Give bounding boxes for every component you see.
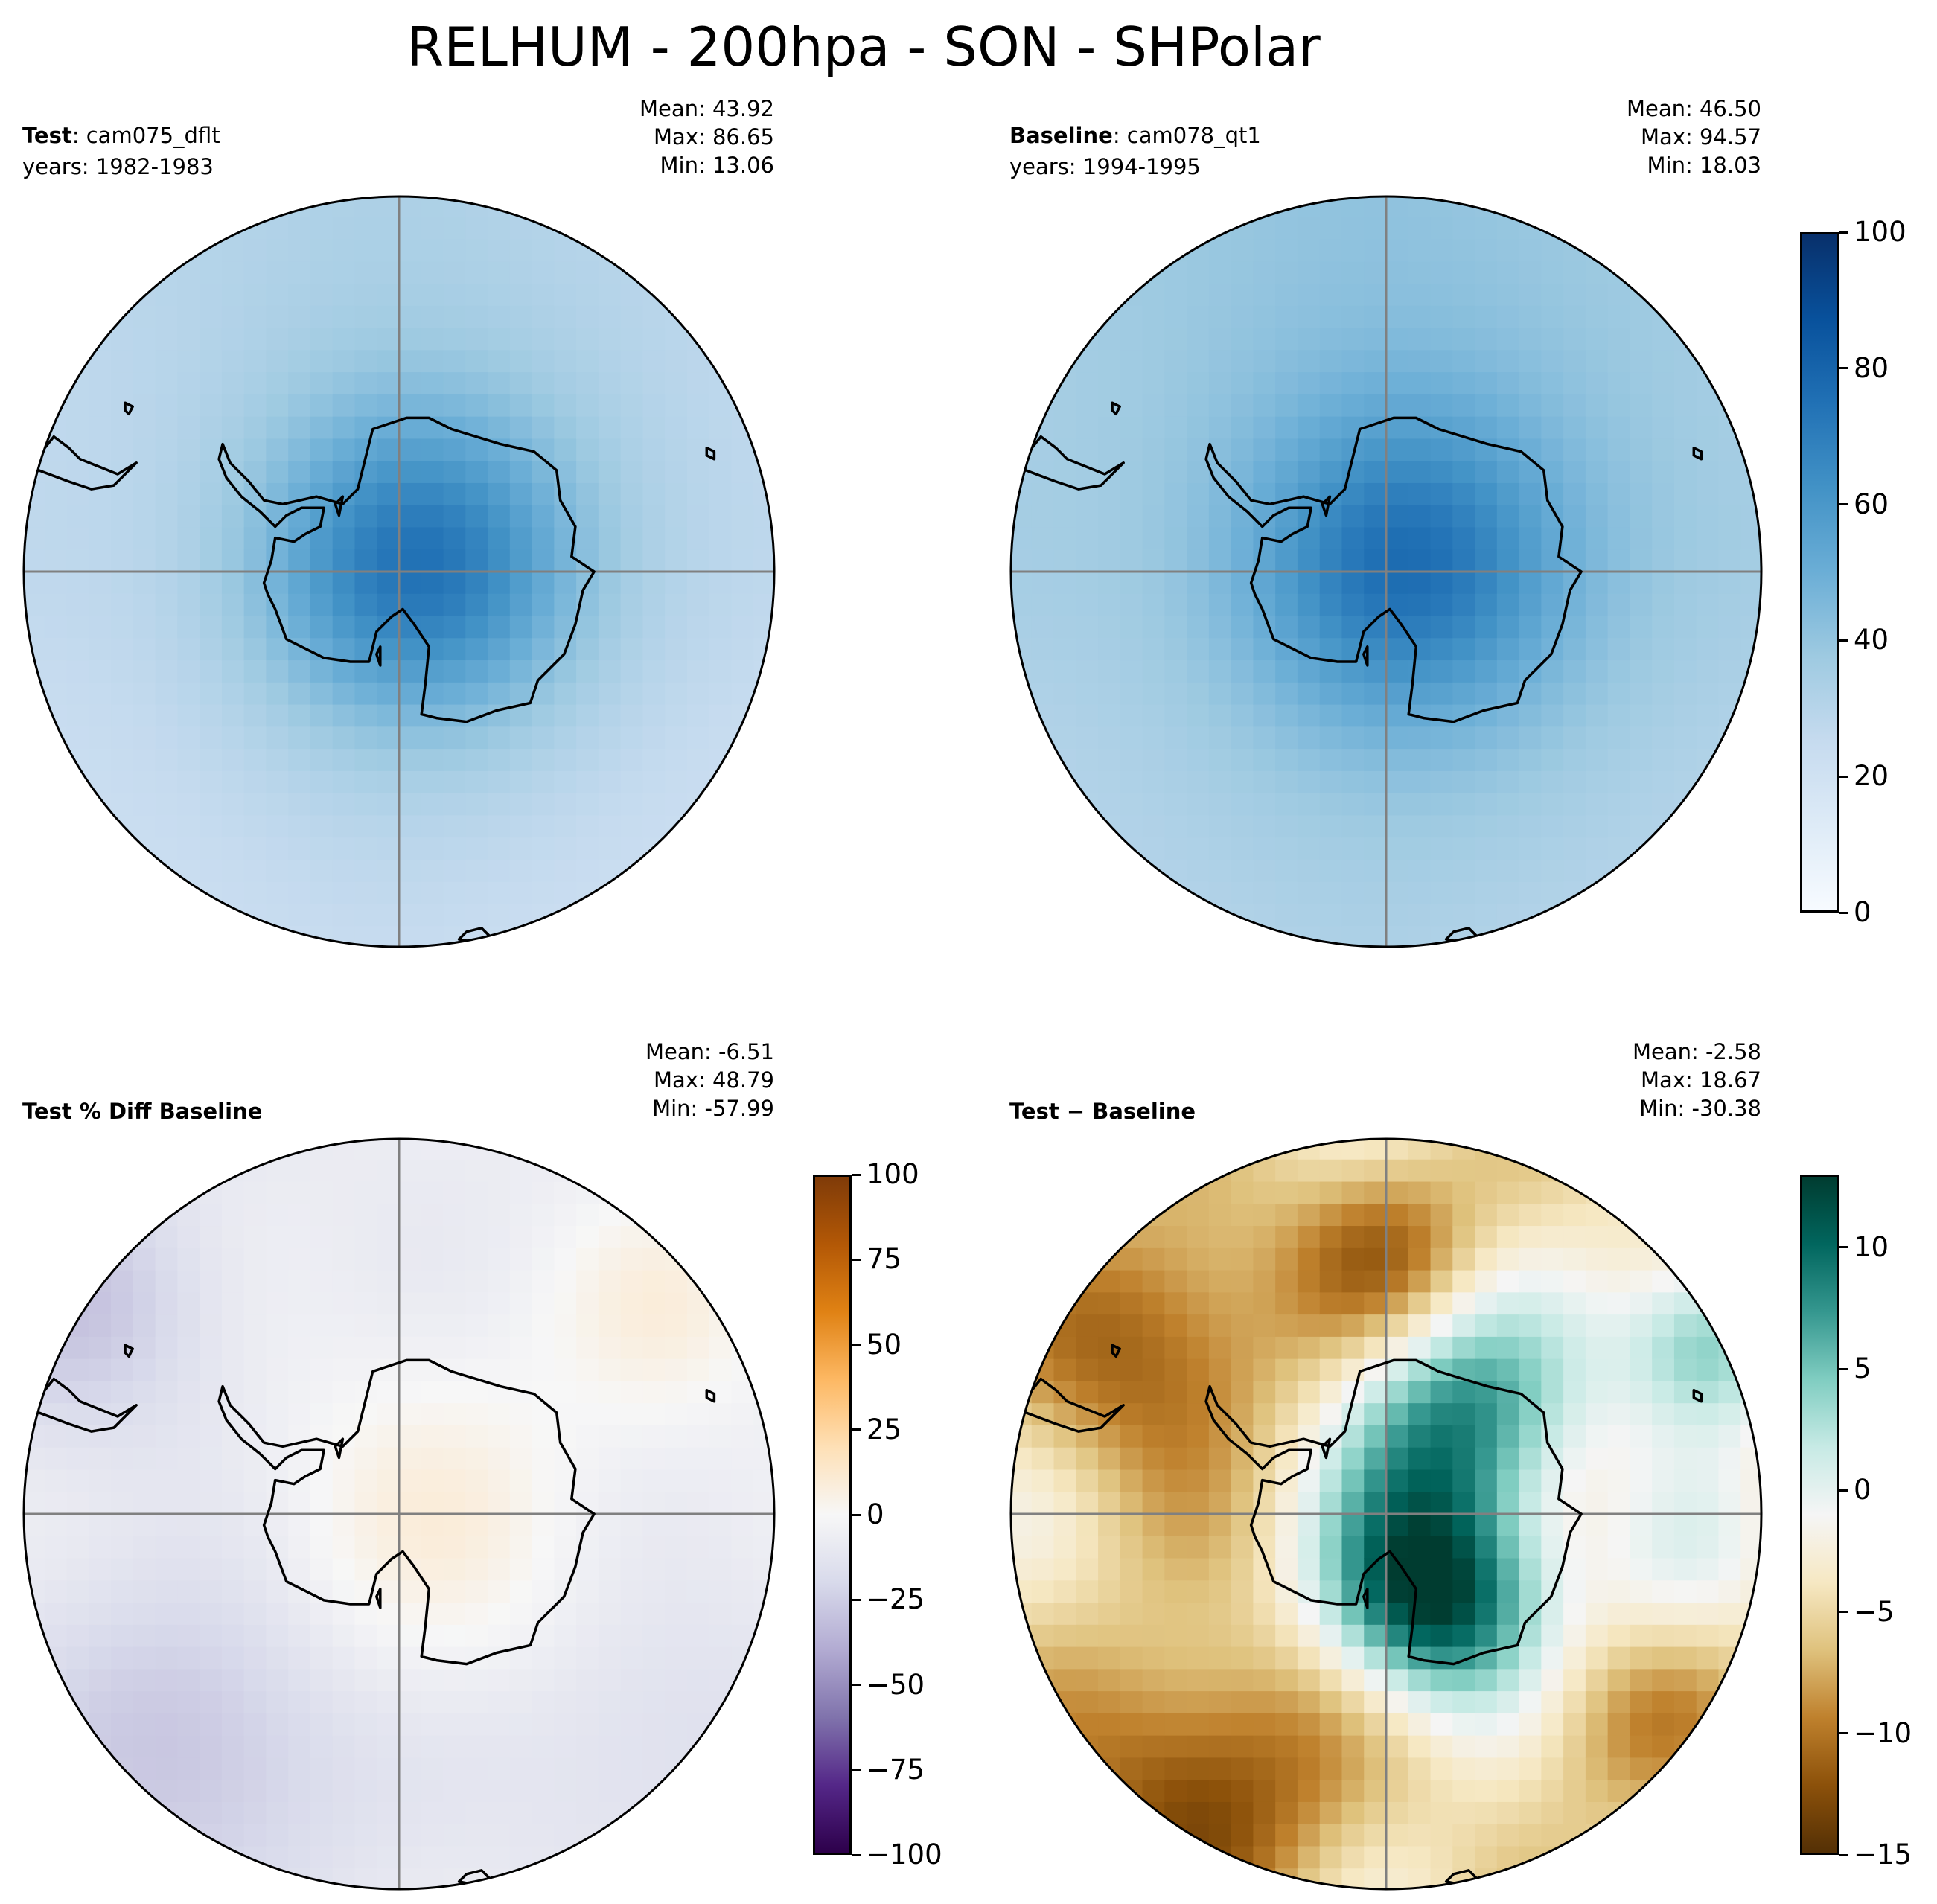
- colorbar-tick-label: 50: [867, 1330, 902, 1360]
- colorbar-tick-label: −10: [1854, 1719, 1912, 1748]
- panel-test-max: Max: 86.65: [639, 123, 774, 151]
- panel-test-label-bold: Test: [22, 123, 72, 148]
- panel-test-mean: Mean: 43.92: [639, 95, 774, 123]
- colorbar-tick-label: 100: [867, 1160, 919, 1189]
- panel-baseline-label-bold: Baseline: [1009, 123, 1113, 148]
- panel-baseline-years: years: 1994-1995: [1009, 153, 1201, 181]
- panel-diff-map: [1009, 1137, 1763, 1891]
- panel-pctdiff-mean: Mean: -6.51: [645, 1038, 774, 1066]
- colorbar-tick: [852, 1769, 861, 1771]
- panel-baseline-map: [1009, 195, 1763, 948]
- panel-baseline-stats: Mean: 46.50 Max: 94.57 Min: 18.03: [1627, 95, 1761, 179]
- panel-baseline-min: Min: 18.03: [1627, 151, 1761, 179]
- colorbar-tick-label: 40: [1854, 625, 1889, 655]
- colorbar-tick-label: 80: [1854, 354, 1889, 383]
- colorbar-tick: [1839, 912, 1848, 914]
- panel-diff-mean: Mean: -2.58: [1633, 1038, 1761, 1066]
- figure-title: RELHUM - 200hpa - SON - SHPolar: [0, 13, 1727, 80]
- colorbar-main-ticks: 100 80 60 40 20 0: [1839, 232, 1928, 913]
- colorbar-tick-label: 0: [867, 1500, 884, 1530]
- colorbar-tick: [852, 1854, 861, 1856]
- colorbar-tick-label: −100: [867, 1840, 942, 1870]
- panel-pctdiff-label: Test % Diff Baseline: [22, 1097, 262, 1125]
- colorbar-tick: [852, 1428, 861, 1431]
- colorbar-tick-label: −50: [867, 1670, 925, 1700]
- panel-test-label: Test: cam075_dflt: [22, 121, 220, 150]
- colorbar-main: [1800, 232, 1839, 913]
- panel-pctdiff-stats: Mean: -6.51 Max: 48.79 Min: -57.99: [645, 1038, 774, 1122]
- colorbar-tick: [1839, 503, 1848, 505]
- colorbar-tick: [1839, 1246, 1848, 1248]
- panel-diff-label: Test − Baseline: [1009, 1097, 1196, 1125]
- panel-diff-max: Max: 18.67: [1633, 1066, 1761, 1094]
- colorbar-tick: [852, 1259, 861, 1261]
- panel-test-min: Min: 13.06: [639, 151, 774, 179]
- panel-baseline-max: Max: 94.57: [1627, 123, 1761, 151]
- colorbar-tick: [852, 1684, 861, 1686]
- colorbar-pctdiff-ticks: 100 75 50 25 0 −25 −50 −75 −100: [852, 1175, 956, 1855]
- colorbar-tick-label: 20: [1854, 761, 1889, 791]
- colorbar-tick: [852, 1344, 861, 1346]
- colorbar-tick: [1839, 1489, 1848, 1492]
- colorbar-tick: [1839, 1611, 1848, 1613]
- colorbar-pctdiff: [813, 1175, 852, 1855]
- colorbar-tick-label: −15: [1854, 1840, 1912, 1870]
- colorbar-tick: [852, 1514, 861, 1516]
- colorbar-tick: [852, 1174, 861, 1176]
- colorbar-tick-label: 0: [1854, 1475, 1871, 1505]
- colorbar-diff: [1800, 1175, 1839, 1855]
- panel-pctdiff-map: [22, 1137, 776, 1891]
- colorbar-tick-label: 0: [1854, 898, 1871, 927]
- colorbar-tick: [1839, 776, 1848, 778]
- colorbar-tick-label: 100: [1854, 217, 1906, 247]
- panel-pctdiff-max: Max: 48.79: [645, 1066, 774, 1094]
- colorbar-tick-label: 5: [1854, 1354, 1871, 1384]
- colorbar-tick-label: −75: [867, 1755, 925, 1785]
- colorbar-tick-label: −5: [1854, 1597, 1895, 1627]
- colorbar-tick: [1839, 1854, 1848, 1856]
- panel-test-years: years: 1982-1983: [22, 153, 214, 181]
- panel-diff-min: Min: -30.38: [1633, 1094, 1761, 1122]
- panel-diff-label-rest: − Baseline: [1059, 1099, 1196, 1124]
- panel-test-stats: Mean: 43.92 Max: 86.65 Min: 13.06: [639, 95, 774, 179]
- panel-pctdiff-label-bold: Test % Diff Baseline: [22, 1099, 262, 1124]
- colorbar-tick-label: −25: [867, 1585, 925, 1614]
- panel-diff-label-bold: Test: [1009, 1099, 1059, 1124]
- colorbar-tick-label: 75: [867, 1245, 902, 1274]
- colorbar-tick-label: 10: [1854, 1233, 1889, 1262]
- colorbar-tick: [852, 1599, 861, 1601]
- colorbar-diff-ticks: 10 5 0 −5 −10 −15: [1839, 1175, 1928, 1855]
- colorbar-tick: [1839, 1368, 1848, 1370]
- panel-baseline-label-case: : cam078_qt1: [1113, 123, 1261, 148]
- panel-pctdiff-min: Min: -57.99: [645, 1094, 774, 1122]
- panel-test-label-case: : cam075_dflt: [72, 123, 220, 148]
- colorbar-tick: [1839, 231, 1848, 234]
- colorbar-tick: [1839, 367, 1848, 369]
- colorbar-tick: [1839, 639, 1848, 642]
- panel-diff-stats: Mean: -2.58 Max: 18.67 Min: -30.38: [1633, 1038, 1761, 1122]
- panel-baseline-label: Baseline: cam078_qt1: [1009, 121, 1261, 150]
- colorbar-tick-label: 60: [1854, 490, 1889, 520]
- colorbar-tick: [1839, 1732, 1848, 1734]
- panel-baseline-mean: Mean: 46.50: [1627, 95, 1761, 123]
- panel-test-map: [22, 195, 776, 948]
- colorbar-tick-label: 25: [867, 1415, 902, 1445]
